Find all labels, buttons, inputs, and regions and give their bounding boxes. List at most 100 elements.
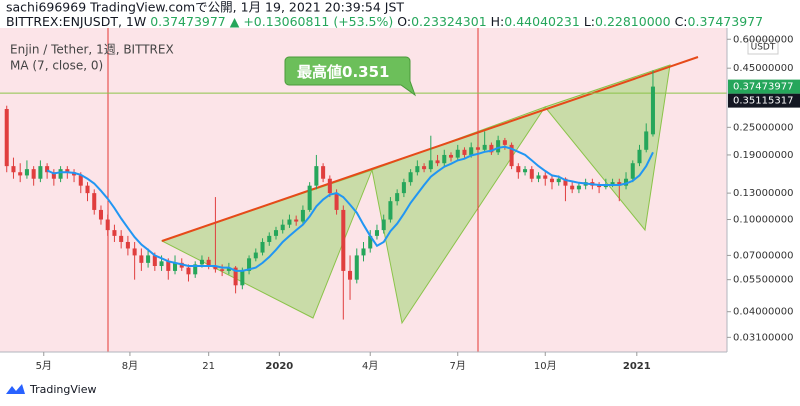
candle-body bbox=[51, 172, 56, 179]
symbol: BITTREX:ENJUSDT, 1W bbox=[6, 14, 146, 29]
currency-box bbox=[747, 39, 779, 55]
ma-line bbox=[46, 145, 654, 272]
callout bbox=[284, 56, 417, 97]
candle-body bbox=[644, 131, 649, 150]
x-tick-label: 10月 bbox=[534, 360, 557, 372]
candle-body bbox=[523, 169, 528, 173]
candle-body bbox=[334, 193, 339, 210]
candle-body bbox=[307, 185, 312, 210]
high-price-box bbox=[728, 93, 800, 108]
c-value: 0.37473977 bbox=[688, 14, 764, 29]
candle-body bbox=[576, 185, 581, 190]
candle-body bbox=[65, 169, 70, 173]
x-tick-label: 8月 bbox=[122, 360, 138, 372]
candle-body bbox=[98, 209, 103, 220]
candle-body bbox=[159, 261, 164, 267]
candle-body bbox=[166, 261, 171, 271]
candle-body bbox=[650, 86, 655, 135]
candle-body bbox=[260, 241, 265, 253]
candle-body bbox=[18, 172, 23, 176]
candle-body bbox=[31, 169, 36, 179]
l-value: 0.22810000 bbox=[595, 14, 671, 29]
candle-body bbox=[475, 147, 480, 150]
pattern-drawings bbox=[0, 28, 727, 352]
candle-body bbox=[462, 149, 467, 155]
h-value: 0.44040231 bbox=[504, 14, 580, 29]
x-tick-label: 2021 bbox=[623, 361, 651, 372]
candle-body bbox=[321, 166, 326, 179]
candle-body bbox=[45, 166, 50, 173]
candle-body bbox=[220, 269, 225, 271]
candle-body bbox=[348, 270, 353, 280]
y-tick-label: 0.60000000 bbox=[733, 34, 793, 45]
candle-body bbox=[112, 230, 117, 236]
candle-body bbox=[146, 255, 151, 263]
logo-text: TradingView bbox=[29, 383, 96, 396]
candle-body bbox=[92, 193, 97, 210]
o-value: 0.23324301 bbox=[411, 14, 487, 29]
x-tick-label: 4月 bbox=[362, 360, 378, 372]
candle-body bbox=[448, 154, 454, 158]
last-price-box bbox=[728, 79, 800, 94]
annotation: 最高値0.351 bbox=[284, 56, 417, 97]
last: 0.37473977 bbox=[150, 14, 226, 29]
candle-body bbox=[455, 149, 460, 158]
candle-body bbox=[489, 144, 494, 153]
candle-body bbox=[314, 166, 319, 186]
candle-body bbox=[624, 178, 629, 186]
candle-body bbox=[516, 166, 521, 173]
high-price-label: 0.35115317 bbox=[733, 96, 793, 107]
candle-body bbox=[482, 144, 487, 150]
candle-body bbox=[132, 248, 137, 256]
logo: TradingView bbox=[6, 383, 96, 396]
candle-body bbox=[442, 154, 447, 164]
change: ▲ +0.13060811 (+53.5%) bbox=[230, 14, 394, 29]
o-label: O: bbox=[397, 14, 411, 29]
x-tick-label: 7月 bbox=[450, 360, 466, 372]
candle-body bbox=[415, 166, 420, 173]
callout-value: 0.351 bbox=[342, 63, 389, 81]
callout-text: 最高値0.351 bbox=[297, 63, 389, 81]
candle-body bbox=[529, 169, 534, 179]
candle-body bbox=[637, 149, 642, 164]
candle-body bbox=[152, 255, 157, 267]
c-label: C: bbox=[675, 14, 688, 29]
candle-body bbox=[294, 219, 299, 222]
publish-line: sachi696969 TradingView.comで公開, 1月 19, 2… bbox=[6, 0, 404, 15]
y-tick-label: 0.07000000 bbox=[733, 250, 793, 261]
y-tick-label: 0.04000000 bbox=[733, 307, 793, 318]
candle-body bbox=[38, 166, 43, 179]
currency: USDT bbox=[751, 43, 776, 53]
y-tick-label: 0.13000000 bbox=[733, 188, 793, 199]
candle-body bbox=[213, 266, 218, 270]
l-label: L: bbox=[584, 14, 595, 29]
candle-body bbox=[543, 175, 548, 179]
legend-symbol: Enjin / Tether, 1週, BITTREX bbox=[10, 43, 174, 57]
candle-body bbox=[327, 178, 332, 194]
y-tick-label: 0.19000000 bbox=[733, 150, 793, 161]
candle-body bbox=[139, 255, 144, 263]
candle-body bbox=[300, 209, 305, 222]
y-tick-label: 0.45000000 bbox=[733, 63, 793, 74]
candle-body bbox=[388, 201, 393, 220]
candle-body bbox=[401, 182, 406, 194]
trend-line bbox=[161, 56, 699, 242]
candle-body bbox=[374, 230, 379, 236]
candle-body bbox=[354, 255, 359, 280]
candle-body bbox=[570, 185, 575, 190]
candle-body bbox=[4, 108, 9, 167]
candle-body bbox=[240, 270, 245, 286]
candle-body bbox=[610, 182, 615, 185]
y-tick-label: 0.10000000 bbox=[733, 215, 793, 226]
candle-body bbox=[273, 230, 279, 236]
candle-body bbox=[630, 163, 635, 179]
x-tick-label: 2020 bbox=[265, 361, 293, 372]
candle-body bbox=[186, 267, 191, 275]
candle-body bbox=[247, 258, 252, 271]
callout-label: 最高値 bbox=[297, 63, 342, 81]
candle-body bbox=[597, 185, 602, 188]
candle-body bbox=[78, 175, 83, 186]
last-price-label: 0.37473977 bbox=[733, 82, 793, 93]
candle-body bbox=[226, 267, 231, 271]
